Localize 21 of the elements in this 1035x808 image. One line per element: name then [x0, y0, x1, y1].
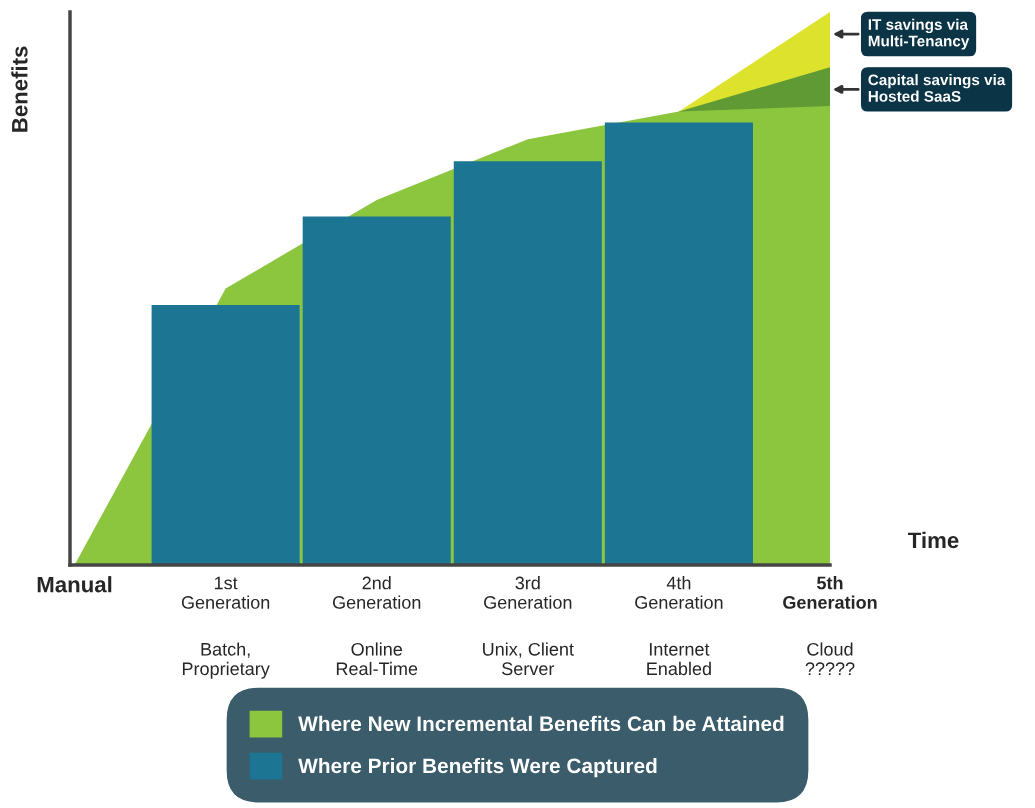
x-tick-label: 2nd Generation [332, 576, 421, 609]
bar [604, 122, 753, 565]
x-tick-label: 3rd Generation [484, 576, 572, 609]
bar [302, 216, 451, 565]
text: Capital savings via Hosted SaaS [868, 74, 1006, 102]
text: IT savings via Multi-Tenancy [868, 18, 970, 50]
text: Batch, Proprietary [182, 642, 270, 679]
legend-label: Where New Incremental Benefits Can be Attained [298, 715, 784, 732]
legend-label: Where Prior Benefits Were Captured [298, 757, 657, 778]
bar [453, 161, 602, 565]
x-tick-label: 4th Generation [635, 576, 723, 609]
text: Internet Enabled [647, 643, 711, 676]
y-axis-title: Benefits [11, 46, 28, 132]
text: Online Real-Time [336, 642, 418, 676]
x-tick-label: 5th Generation [783, 576, 877, 609]
text: Cloud ????? [805, 642, 855, 675]
x-tick-label: Manual [37, 576, 112, 593]
text: Unix, Client Server [483, 642, 574, 676]
x-tick-label: 1st Generation [181, 576, 270, 609]
bar [151, 305, 300, 565]
x-axis-title: Time [907, 531, 959, 549]
